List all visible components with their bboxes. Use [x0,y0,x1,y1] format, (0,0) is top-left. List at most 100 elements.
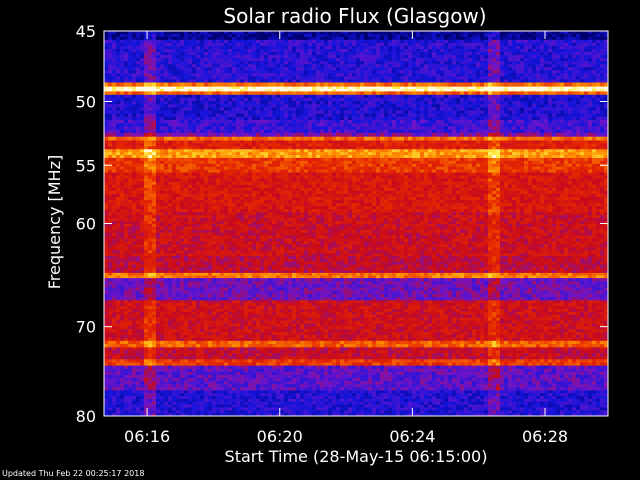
spectrogram-cell [340,76,345,80]
spectrogram-cell [520,67,525,71]
spectrogram-cell [452,45,457,50]
spectrogram-cell [416,45,421,50]
spectrogram-cell [260,42,265,47]
spectrogram-cell [284,97,289,102]
spectrogram-cell [416,123,421,127]
spectrogram-cell [336,152,341,156]
spectrogram-cell [552,149,557,153]
spectrogram-cell [464,123,469,127]
spectrogram-cell [492,107,497,111]
spectrogram-cell [140,101,145,105]
spectrogram-cell [108,55,113,59]
spectrogram-cell [464,49,469,53]
spectrogram-cell [160,31,165,35]
spectrogram-cell [448,89,453,92]
spectrogram-cell [472,104,477,108]
spectrogram-cell [568,61,573,65]
spectrogram-cell [508,39,513,44]
spectrogram-cell [304,146,309,150]
spectrogram-cell [200,113,205,118]
spectrogram-cell [444,73,449,77]
spectrogram-cell [240,79,245,83]
spectrogram-cell [176,67,181,71]
spectrogram-cell [276,39,281,44]
spectrogram-cell [224,39,229,44]
spectrogram-cell [440,52,445,56]
spectrogram-cell [572,119,577,124]
spectrogram-cell [432,58,437,62]
spectrogram-cell [372,110,377,115]
spectrogram-cell [600,76,605,80]
spectrogram-cell [396,136,401,141]
spectrogram-cell [268,152,273,156]
spectrogram-cell [468,104,473,108]
spectrogram-cell [324,52,329,56]
spectrogram-cell [264,129,269,134]
spectrogram-cell [108,49,113,53]
spectrogram-cell [424,76,429,80]
spectrogram-cell [448,70,453,74]
spectrogram-cell [252,132,257,138]
spectrogram-cell [144,73,149,77]
spectrogram-cell [504,116,509,121]
spectrogram-cell [364,123,369,127]
spectrogram-cell [108,119,113,124]
spectrogram-cell [408,67,413,71]
spectrogram-cell [460,140,465,144]
spectrogram-cell [340,119,345,124]
spectrogram-cell [200,126,205,131]
spectrogram-cell [132,36,137,41]
spectrogram-cell [480,82,485,88]
spectrogram-cell [152,31,157,35]
spectrogram-cell [204,79,209,83]
spectrogram-cell [516,61,521,65]
spectrogram-cell [552,39,557,44]
spectrogram-cell [112,123,117,127]
spectrogram-cell [196,107,201,111]
spectrogram-cell [488,58,493,62]
spectrogram-cell [384,140,389,144]
spectrogram-cell [360,31,365,35]
spectrogram-cell [444,97,449,102]
spectrogram-cell [328,31,333,35]
spectrogram-cell [352,64,357,68]
spectrogram-cell [496,89,501,92]
spectrogram-cell [216,146,221,150]
spectrogram-cell [604,31,608,35]
spectrogram-cell [152,146,157,150]
spectrogram-cell [516,86,521,90]
spectrogram-cell [188,97,193,102]
spectrogram-cell [228,97,233,102]
spectrogram-cell [372,91,377,96]
spectrogram-cell [292,146,297,150]
spectrogram-cell [384,146,389,150]
spectrogram-cell [604,89,608,92]
spectrogram-cell [200,76,205,80]
spectrogram-cell [124,113,129,118]
spectrogram-cell [376,70,381,74]
spectrogram-cell [564,143,569,147]
spectrogram-cell [192,42,197,47]
spectrogram-cell [120,64,125,68]
spectrogram-cell [472,33,477,38]
spectrogram-cell [552,97,557,102]
spectrogram-cell [272,52,277,56]
spectrogram-cell [472,91,477,96]
spectrogram-cell [196,136,201,141]
spectrogram-cell [484,104,489,108]
spectrogram-cell [244,119,249,124]
spectrogram-cell [160,126,165,131]
spectrogram-cell [320,52,325,56]
spectrogram-cell [384,61,389,65]
spectrogram-cell [416,107,421,111]
spectrogram-cell [296,45,301,50]
spectrogram-cell [496,64,501,68]
spectrogram-cell [208,104,213,108]
spectrogram-cell [480,136,485,141]
spectrogram-cell [344,70,349,74]
spectrogram-cell [548,55,553,59]
spectrogram-cell [496,39,501,44]
spectrogram-cell [496,79,501,83]
spectrogram-cell [368,45,373,50]
spectrogram-cell [180,101,185,105]
